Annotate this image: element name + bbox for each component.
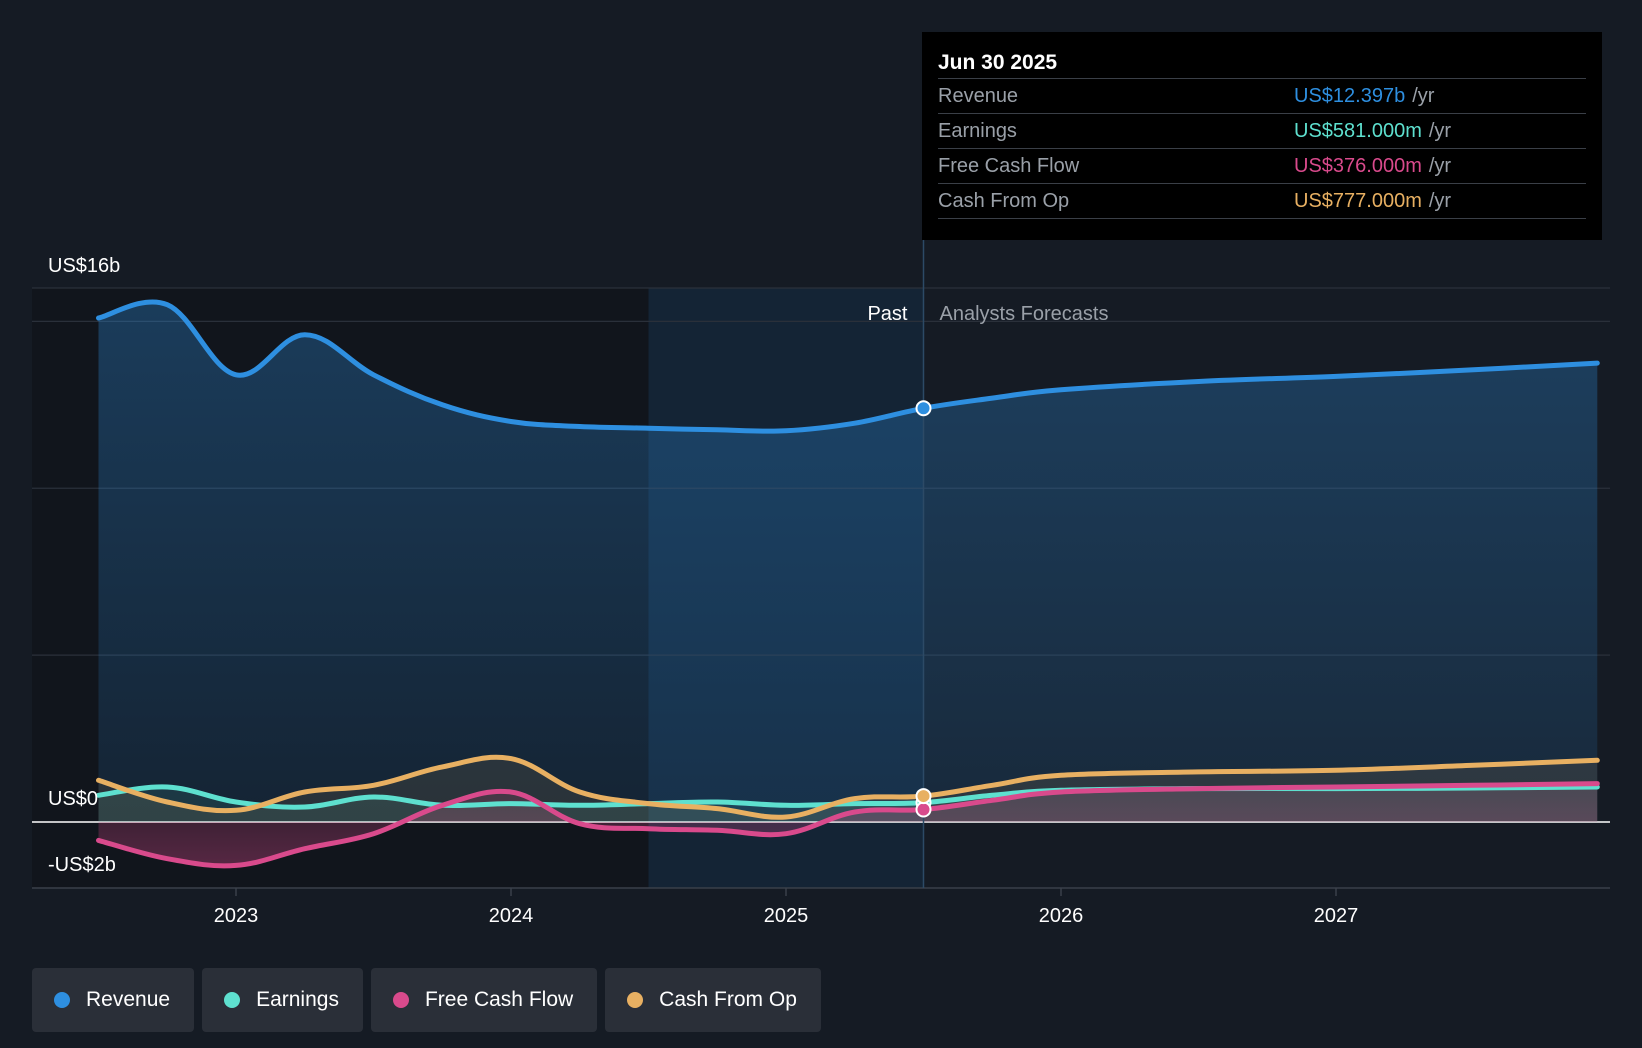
legend-dot-icon xyxy=(224,992,241,1008)
tooltip-label: Earnings xyxy=(938,120,1017,142)
tooltip-row-free-cash-flow: Free Cash Flow US$376.000m /yr xyxy=(938,149,1586,184)
legend: Revenue Earnings Free Cash Flow Cash Fro… xyxy=(32,968,821,1032)
x-tick-label: 2025 xyxy=(764,905,809,927)
legend-item-earnings[interactable]: Earnings xyxy=(202,968,363,1032)
x-tick-label: 2023 xyxy=(214,905,259,927)
x-tick-label: 2024 xyxy=(489,905,534,927)
tooltip-row-earnings: Earnings US$581.000m /yr xyxy=(938,114,1586,149)
revenue-marker xyxy=(915,400,932,417)
current-value-markers xyxy=(915,400,932,818)
series-lines xyxy=(96,299,1600,869)
free-cash-flow-line xyxy=(96,781,1600,869)
y-tick-label-zero: US$0 xyxy=(48,788,98,810)
free-cash-flow-marker xyxy=(915,801,932,818)
legend-dot-icon xyxy=(627,992,644,1008)
legend-label: Free Cash Flow xyxy=(424,988,574,1011)
tooltip-value: US$12.397b xyxy=(1294,85,1406,107)
y-tick-label-top: US$16b xyxy=(48,255,120,277)
revenue-line xyxy=(96,299,1600,434)
legend-label: Revenue xyxy=(86,988,171,1011)
hover-tooltip: Jun 30 2025 Revenue US$12.397b /yr Earni… xyxy=(922,32,1602,240)
legend-dot-icon xyxy=(392,992,409,1008)
tooltip-unit: /yr xyxy=(1428,190,1452,212)
tooltip-value: US$376.000m xyxy=(1294,155,1422,177)
cash-from-op-line xyxy=(96,754,1600,820)
cash-from-op-marker xyxy=(915,788,932,805)
forecast-label: Analysts Forecasts xyxy=(940,303,1109,325)
y-tick-label-negative: -US$2b xyxy=(48,854,116,876)
x-axis-ticks: 2023 2024 2025 2026 2027 xyxy=(214,888,1359,927)
tooltip-unit: /yr xyxy=(1428,155,1452,177)
tooltip-value: US$581.000m xyxy=(1294,120,1422,142)
tooltip-row-cash-from-op: Cash From Op US$777.000m /yr xyxy=(938,184,1586,219)
x-tick-label: 2026 xyxy=(1039,905,1084,927)
legend-label: Cash From Op xyxy=(659,988,797,1011)
legend-dot-icon xyxy=(54,992,70,1008)
x-tick-label: 2027 xyxy=(1314,905,1359,927)
legend-item-revenue[interactable]: Revenue xyxy=(32,968,195,1032)
tooltip-unit: /yr xyxy=(1428,120,1452,142)
tooltip-label: Free Cash Flow xyxy=(938,155,1080,177)
past-label: Past xyxy=(867,303,907,325)
legend-label: Earnings xyxy=(256,988,339,1011)
tooltip-value: US$777.000m xyxy=(1294,190,1422,212)
tooltip-date: Jun 30 2025 xyxy=(938,48,1586,79)
tooltip-label: Revenue xyxy=(938,85,1019,107)
legend-item-free-cash-flow[interactable]: Free Cash Flow xyxy=(370,968,598,1032)
legend-item-cash-from-op[interactable]: Cash From Op xyxy=(605,968,821,1032)
tooltip-unit: /yr xyxy=(1412,85,1435,107)
tooltip-row-revenue: Revenue US$12.397b /yr xyxy=(938,79,1586,114)
revenue-area xyxy=(98,301,1598,822)
tooltip-label: Cash From Op xyxy=(938,190,1070,212)
